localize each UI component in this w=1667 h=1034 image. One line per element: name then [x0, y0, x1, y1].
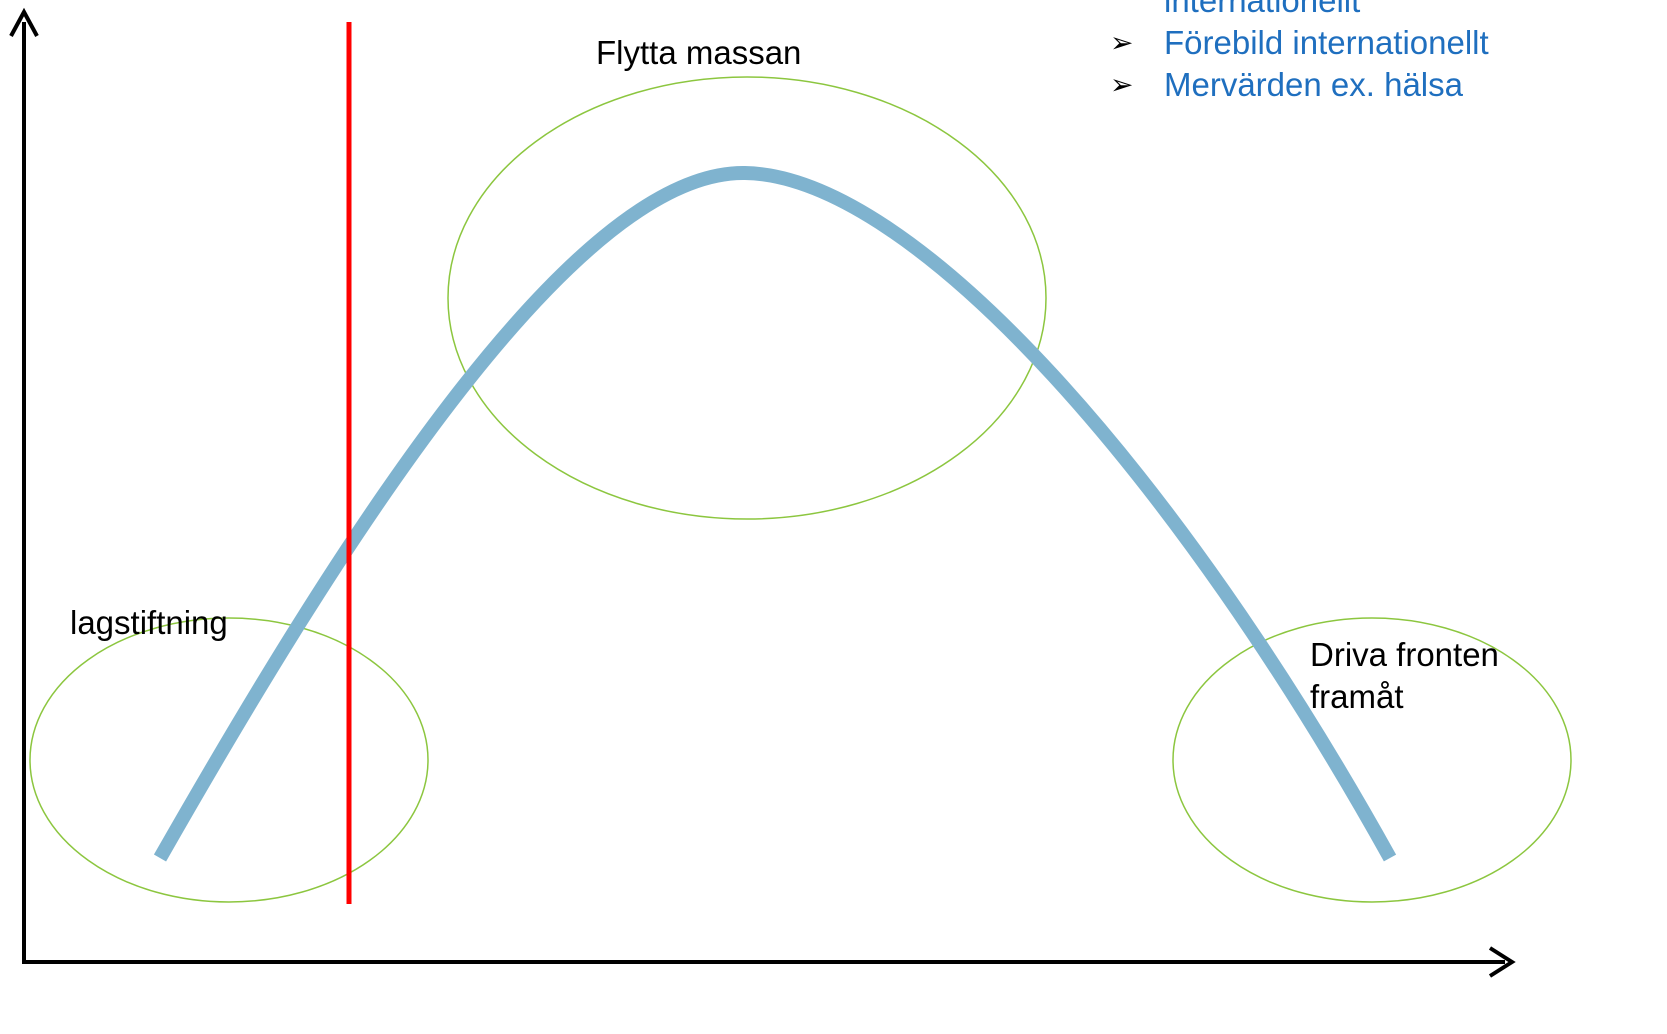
bullet-item: ➢ Förebild internationellt	[1110, 22, 1489, 64]
label-framat: framåt	[1310, 678, 1404, 715]
arrow-bullet-icon: ➢	[1110, 27, 1134, 58]
x-axis-arrowhead	[1488, 946, 1516, 978]
bullet-list: internationellt ➢ Förebild internationel…	[1110, 0, 1489, 106]
bullet-partial-line: internationellt	[1164, 0, 1361, 19]
ellipse-lagstiftning	[29, 617, 429, 903]
bullet-item: ➢ Mervärden ex. hälsa	[1110, 64, 1489, 106]
arrow-bullet-icon: ➢	[1110, 69, 1134, 100]
label-driva-fronten: Driva fronten	[1310, 636, 1499, 673]
ellipse-flytta-massan	[447, 76, 1047, 520]
y-axis-arrowhead	[9, 7, 39, 37]
ellipse-driva-fronten	[1172, 617, 1572, 903]
label-flytta-massan: Flytta massan	[596, 34, 802, 71]
label-lagstiftning: lagstiftning	[70, 604, 228, 641]
bell-curve	[153, 165, 1397, 862]
